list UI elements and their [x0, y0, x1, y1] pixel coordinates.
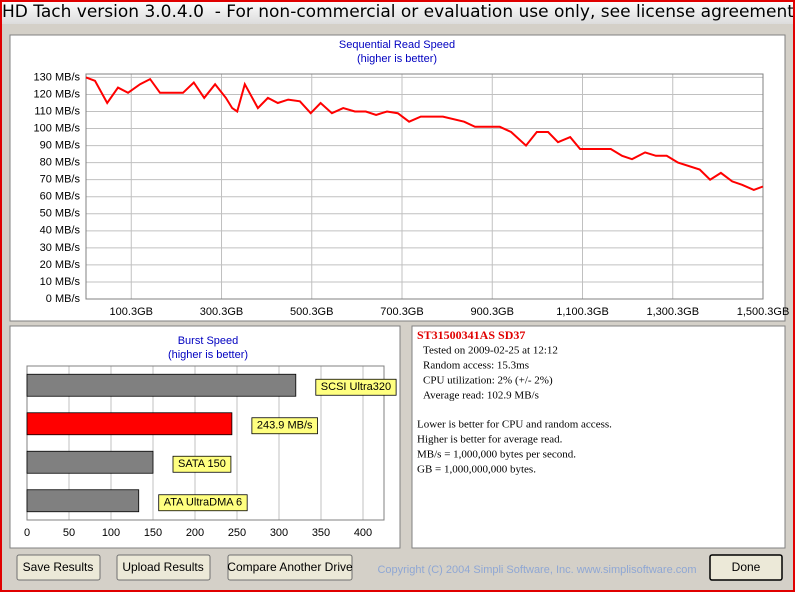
y-tick-label: 130 MB/s	[34, 71, 81, 83]
bar-label: 243.9 MB/s	[257, 420, 313, 432]
x-tick-label: 300.3GB	[200, 306, 243, 318]
y-tick-label: 120 MB/s	[34, 88, 81, 100]
info-line: Random access: 15.3ms	[423, 360, 529, 372]
bar-label-box	[172, 455, 232, 473]
x-tick-label: 900.3GB	[471, 306, 514, 318]
bar-label: ATA UltraDMA 6	[164, 497, 242, 509]
bar-label-box	[158, 494, 248, 512]
button-frame	[709, 554, 783, 581]
x-tick-label: 300	[270, 527, 288, 539]
button-label: Upload Results	[122, 560, 203, 574]
x-tick-label: 250	[228, 527, 246, 539]
x-tick-label: 1,500.3GB	[737, 306, 790, 318]
window-title: HD Tach version 3.0.4.0 - For non-commer…	[2, 2, 795, 22]
drive-name: ST31500341AS SD37	[417, 328, 525, 342]
info-line: CPU utilization: 2% (+/- 2%)	[423, 375, 553, 387]
bar-label: SATA 150	[178, 458, 226, 470]
info-line: Tested on 2009-02-25 at 12:12	[423, 345, 558, 357]
y-tick-label: 110 MB/s	[34, 105, 80, 117]
compare-button[interactable]: Compare Another Drive	[227, 554, 353, 581]
y-tick-label: 60 MB/s	[40, 191, 81, 203]
bar-label-box	[251, 417, 318, 435]
x-tick-label: 200	[186, 527, 204, 539]
chart-subtitle: (higher is better)	[168, 349, 248, 361]
x-tick-label: 50	[63, 527, 75, 539]
note-line: MB/s = 1,000,000 bytes per second.	[417, 449, 576, 461]
note-line: GB = 1,000,000,000 bytes.	[417, 464, 536, 476]
button-frame	[227, 554, 353, 581]
button-label: Save Results	[23, 560, 94, 574]
y-tick-label: 50 MB/s	[40, 208, 81, 220]
bar	[26, 373, 297, 397]
bar	[26, 450, 154, 474]
button-label: Done	[732, 560, 761, 574]
x-tick-label: 100	[102, 527, 120, 539]
bar-label-box	[315, 378, 397, 396]
y-tick-label: 40 MB/s	[40, 225, 81, 237]
x-tick-label: 1,100.3GB	[556, 306, 609, 318]
done-button[interactable]: Done	[709, 554, 783, 581]
y-tick-label: 0 MB/s	[46, 293, 81, 305]
y-tick-label: 90 MB/s	[40, 139, 81, 151]
chart-title: Burst Speed	[178, 335, 239, 347]
x-tick-label: 150	[144, 527, 162, 539]
read-panel	[9, 34, 786, 322]
x-tick-label: 0	[24, 527, 30, 539]
plot-frame	[26, 365, 385, 521]
x-tick-label: 500.3GB	[290, 306, 333, 318]
y-tick-label: 70 MB/s	[40, 174, 81, 186]
y-tick-label: 80 MB/s	[40, 157, 81, 169]
button-label: Compare Another Drive	[227, 560, 353, 574]
x-tick-label: 350	[312, 527, 330, 539]
note-line: Lower is better for CPU and random acces…	[417, 419, 612, 431]
title-bar	[0, 0, 795, 24]
info-panel	[411, 325, 786, 549]
x-tick-label: 1,300.3GB	[646, 306, 699, 318]
chart-subtitle: (higher is better)	[357, 53, 437, 65]
chart-title: Sequential Read Speed	[339, 39, 455, 51]
button-frame	[16, 554, 101, 581]
note-line: Higher is better for average read.	[417, 434, 563, 446]
y-tick-label: 20 MB/s	[40, 259, 81, 271]
y-tick-label: 10 MB/s	[40, 276, 81, 288]
x-tick-label: 100.3GB	[110, 306, 153, 318]
plot-frame	[85, 73, 764, 300]
bar	[26, 412, 233, 436]
x-tick-label: 700.3GB	[380, 306, 423, 318]
read-line	[85, 76, 764, 191]
bar-label: SCSI Ultra320	[321, 381, 391, 393]
y-tick-label: 100 MB/s	[34, 122, 81, 134]
bar	[26, 489, 140, 513]
button-frame	[116, 554, 211, 581]
upload-button[interactable]: Upload Results	[116, 554, 211, 581]
save-button[interactable]: Save Results	[16, 554, 101, 581]
y-tick-label: 30 MB/s	[40, 242, 81, 254]
x-tick-label: 400	[354, 527, 372, 539]
info-line: Average read: 102.9 MB/s	[423, 390, 539, 402]
copyright: Copyright (C) 2004 Simpli Software, Inc.…	[377, 564, 696, 576]
